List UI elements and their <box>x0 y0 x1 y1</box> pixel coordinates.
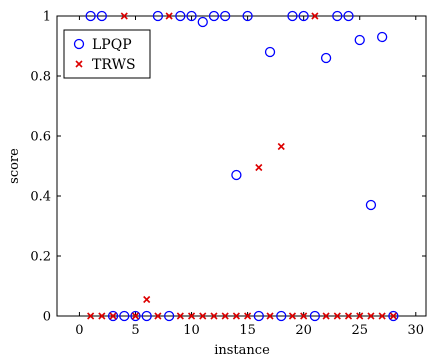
legend-label-trws: TRWS <box>92 57 136 73</box>
trws-point <box>221 312 229 320</box>
series-lpqp <box>85 10 399 322</box>
lpqp-point <box>141 310 152 322</box>
trws-point <box>109 312 117 320</box>
lpqp-point <box>388 310 399 322</box>
lpqp-point <box>175 10 186 22</box>
y-tick-label: 0.2 <box>30 250 51 265</box>
trws-point <box>322 312 330 320</box>
lpqp-point <box>152 10 164 22</box>
lpqp-point <box>320 52 332 64</box>
trws-point <box>311 12 319 20</box>
y-tick-label: 0.4 <box>30 190 51 205</box>
y-tick-label: 0 <box>43 310 51 325</box>
trws-point <box>98 312 106 320</box>
x-tick-label: 0 <box>75 323 83 338</box>
x-tick-label: 20 <box>295 323 312 338</box>
lpqp-point <box>253 310 264 322</box>
lpqp-point <box>343 10 354 22</box>
legend-marker-trws <box>75 60 83 68</box>
trws-point <box>255 163 263 172</box>
lpqp-point <box>264 46 276 58</box>
x-tick-label: 15 <box>239 323 256 338</box>
lpqp-point <box>208 10 220 22</box>
lpqp-point <box>96 10 107 22</box>
trws-point <box>199 312 207 320</box>
lpqp-point <box>377 31 388 43</box>
x-tick-label: 10 <box>183 323 200 338</box>
lpqp-point <box>130 310 141 322</box>
trws-point <box>244 312 252 320</box>
trws-point <box>232 312 240 320</box>
y-tick-label: 1 <box>43 10 51 25</box>
trws-point <box>356 312 364 320</box>
lpqp-point <box>197 16 208 28</box>
trws-point <box>176 312 184 320</box>
trws-point <box>154 312 162 320</box>
legend-marker-lpqp <box>73 38 85 50</box>
trws-point <box>378 312 386 320</box>
lpqp-point <box>276 310 287 322</box>
trws-point <box>300 312 308 320</box>
plot-area <box>56 15 427 317</box>
y-tick-label: 0.8 <box>30 70 51 85</box>
trws-point <box>143 295 151 304</box>
trws-point <box>266 312 274 320</box>
x-axis: 0 5 10 15 20 25 30 <box>75 16 424 338</box>
lpqp-point <box>186 10 197 22</box>
lpqp-point <box>332 10 343 22</box>
x-axis-label: instance <box>214 343 270 358</box>
lpqp-point <box>242 10 253 22</box>
lpqp-point <box>365 199 377 211</box>
lpqp-point <box>354 34 365 46</box>
trws-point <box>333 312 341 320</box>
data-marks <box>85 10 399 322</box>
x-tick-label: 25 <box>351 323 368 338</box>
lpqp-point <box>220 10 231 22</box>
y-axis-label: score <box>7 148 22 184</box>
lpqp-point <box>107 310 119 322</box>
trws-point <box>165 12 173 20</box>
trws-point <box>277 142 285 151</box>
trws-point <box>210 312 218 320</box>
legend-box <box>63 29 151 79</box>
trws-point <box>187 312 196 320</box>
x-tick-label: 30 <box>408 323 425 338</box>
lpqp-point <box>309 310 321 322</box>
trws-point <box>344 312 353 320</box>
x-tick-label: 5 <box>131 323 139 338</box>
y-tick-label: 0.6 <box>30 130 51 145</box>
trws-point <box>131 312 140 320</box>
axes-frame <box>56 15 427 317</box>
lpqp-point <box>298 10 309 22</box>
trws-point <box>389 312 397 320</box>
trws-point <box>288 312 297 320</box>
legend-label-lpqp: LPQP <box>92 37 132 53</box>
series-trws <box>87 12 397 320</box>
trws-point <box>367 312 375 320</box>
lpqp-point <box>287 10 298 22</box>
y-axis: 0 0.2 0.4 0.6 0.8 1 <box>30 10 426 325</box>
legend: LPQP TRWS <box>63 29 151 79</box>
lpqp-point <box>85 10 96 22</box>
trws-point <box>87 312 95 320</box>
trws-point <box>120 12 128 20</box>
lpqp-point <box>119 310 130 322</box>
lpqp-point <box>231 169 242 181</box>
lpqp-point <box>163 310 175 322</box>
